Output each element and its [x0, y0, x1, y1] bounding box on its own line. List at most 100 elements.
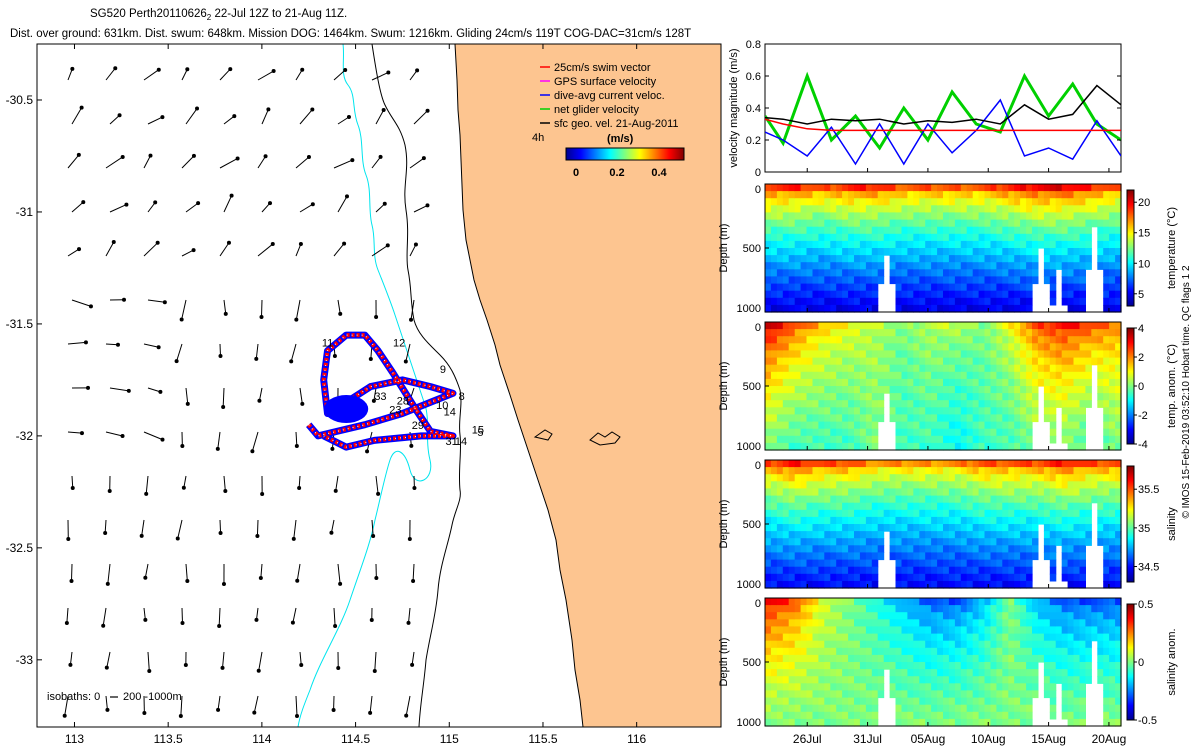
- velocity-arrow: [219, 519, 222, 534]
- velocity-series-line: [765, 84, 1121, 125]
- velocity-arrow: [374, 651, 377, 671]
- velocity-arrow-head: [378, 154, 383, 159]
- map-colorbar-title: (m/s): [607, 133, 634, 145]
- velocity-arrow: [106, 651, 111, 668]
- section-ytick-label: 500: [743, 519, 761, 531]
- velocity-arrow: [371, 156, 381, 169]
- velocity-arrow-head: [425, 203, 430, 208]
- map-land: [454, 44, 721, 727]
- velocity-arrow-head: [331, 707, 336, 712]
- waypoint-label: 10: [436, 400, 448, 412]
- map-colorbar-tick: 0.4: [651, 167, 667, 179]
- velocity-arrow-head: [221, 404, 226, 409]
- velocity-arrow-head: [148, 153, 153, 158]
- waypoint-label: 28: [397, 396, 409, 408]
- velocity-arrow-head: [254, 356, 259, 361]
- legend-item-net-glider-velocity: net glider velocity: [540, 104, 639, 116]
- velocity-arrow: [412, 563, 415, 582]
- legend-label: net glider velocity: [554, 104, 639, 116]
- velocity-arrow-head: [155, 240, 160, 245]
- velocity-arrow-head: [343, 68, 348, 73]
- velocity-arrow: [337, 299, 341, 314]
- isobath-1000m: [371, 44, 462, 727]
- velocity-arrow-head: [113, 66, 118, 71]
- map-xtick-label: 115: [440, 732, 459, 746]
- velocity-arrow-head: [332, 353, 337, 358]
- colorbar-label: salinity anom.: [1166, 628, 1178, 695]
- velocity-arrow: [217, 431, 221, 449]
- velocity-arrow: [147, 651, 150, 671]
- velocity-arrow: [143, 242, 159, 257]
- section-panel-3: 0 500 1000 Depth (m) 34.5 35 35.5 salinity: [718, 459, 1178, 591]
- section-cells: [765, 322, 1122, 451]
- velocity-arrow: [141, 519, 145, 536]
- section-xtick-label: 10Aug: [971, 732, 1006, 746]
- velocity-arrow: [223, 475, 226, 491]
- velocity-arrow: [337, 563, 341, 584]
- velocity-arrow-head: [221, 582, 226, 586]
- velocity-arrow: [67, 431, 82, 434]
- velocity-arrow: [253, 695, 259, 713]
- velocity-arrow-head: [409, 443, 414, 448]
- map-legend: 25cm/s swim vector GPS surface velocity …: [532, 62, 685, 179]
- map-xtick-label: 113: [65, 732, 84, 746]
- velocity-arrow-head: [66, 536, 71, 541]
- velocity-arrow-head: [330, 446, 335, 451]
- velocity-arrow-head: [196, 201, 201, 206]
- velocity-arrow: [222, 651, 225, 668]
- colorbar-label: salinity: [1166, 507, 1178, 541]
- section-ytick-label: 500: [743, 381, 761, 393]
- velocity-arrow: [181, 155, 195, 169]
- velocity-arrow: [185, 563, 188, 581]
- velocity-arrow-head: [101, 623, 106, 628]
- velocity-arrow-head: [156, 345, 161, 350]
- velocity-arrow: [299, 387, 303, 404]
- velocity-arrow: [409, 157, 425, 169]
- velocity-arrow-head: [79, 105, 84, 110]
- velocity-arrow-head: [185, 67, 190, 72]
- section-ylabel: Depth (m): [718, 500, 730, 549]
- velocity-arrow: [145, 475, 149, 494]
- velocity-arrow: [337, 116, 350, 125]
- velocity-arrow-head: [421, 156, 426, 161]
- legend-item-gps-velocity: GPS surface velocity: [540, 76, 657, 88]
- section-xtick-label: 05Aug: [911, 732, 946, 746]
- velocity-arrow-head: [83, 340, 88, 345]
- velocity-arrow-head: [372, 668, 377, 673]
- map-ytick-label: -32.5: [6, 541, 34, 555]
- velocity-arrow: [293, 519, 297, 539]
- waypoint-label: 5: [477, 427, 483, 439]
- map-frame: [36, 43, 722, 728]
- velocity-series-line: [765, 118, 1121, 132]
- section-colorbar: [1126, 465, 1135, 583]
- velocity-arrow: [299, 651, 302, 665]
- velocity-arrow: [257, 70, 274, 81]
- velocity-arrow-head: [235, 156, 240, 161]
- velocity-arrow-head: [220, 665, 225, 670]
- legend-label: GPS surface velocity: [554, 76, 657, 88]
- velocity-arrow-head: [156, 67, 161, 72]
- velocity-arrow: [258, 387, 263, 401]
- velocity-arrow-head: [295, 578, 300, 583]
- waypoint-label: 23: [389, 404, 401, 416]
- waypoint-label: 33: [374, 391, 386, 403]
- velocity-arrow-head: [344, 194, 349, 199]
- velocity-arrow: [223, 115, 235, 125]
- section-cells: [765, 184, 1122, 313]
- velocity-arrow-head: [252, 710, 257, 715]
- velocity-arrow: [260, 563, 263, 578]
- velocity-arrow-head: [298, 241, 303, 246]
- velocity-arrow-head: [153, 200, 158, 205]
- velocity-arrow-head: [79, 431, 84, 436]
- velocity-arrow-head: [105, 707, 110, 712]
- velocity-arrow: [71, 299, 92, 307]
- velocity-arrow-head: [185, 578, 190, 583]
- colorbar-tick-label: 20: [1138, 197, 1150, 209]
- section-panel-2: 0 500 1000 Depth (m) -4 -2 0 2 4 temp. anom. (°C): [718, 321, 1178, 453]
- waypoint-label: 15: [472, 425, 484, 437]
- velocity-arrow: [375, 109, 385, 125]
- velocity-arrow-head: [124, 202, 129, 207]
- velocity-arrow-head: [368, 710, 373, 715]
- velocity-arrow-head: [215, 446, 220, 451]
